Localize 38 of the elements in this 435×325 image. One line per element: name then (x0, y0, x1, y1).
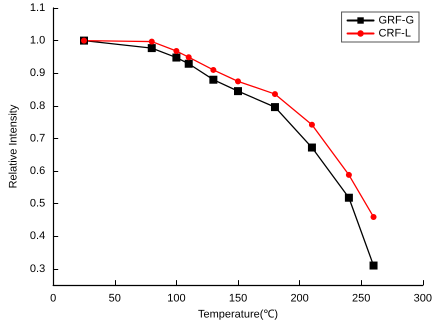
x-tick-label: 150 (228, 292, 248, 305)
y-tick-label: 1.1 (30, 2, 46, 14)
x-axis-title: Temperature(℃) (198, 308, 278, 320)
point (346, 172, 352, 178)
point (235, 78, 242, 84)
y-tick-label: 0.9 (30, 67, 46, 80)
y-tick-label: 0.8 (30, 100, 46, 112)
y-axis-title: Relative Intensity (8, 104, 20, 188)
x-tick-label: 200 (290, 292, 309, 305)
point (184, 60, 193, 68)
point (186, 54, 192, 60)
x-tick-label: 0 (50, 292, 56, 305)
point (308, 144, 316, 152)
legend-label: GRF-G (378, 14, 414, 26)
y-tick-label: 0.3 (30, 262, 46, 275)
point (370, 262, 378, 270)
y-tick-label: 0.6 (30, 165, 46, 177)
x-tick-label: 50 (108, 292, 121, 305)
point (210, 66, 216, 73)
x-tick-label: 100 (167, 292, 186, 305)
y-tick-label: 0.4 (30, 230, 46, 242)
point (234, 87, 242, 96)
point (173, 48, 180, 54)
x-tick-label: 250 (352, 292, 370, 305)
y-tick-label: 1.0 (30, 34, 46, 47)
point (308, 122, 315, 128)
legend-label: CRF-L (378, 28, 411, 40)
point (270, 103, 279, 112)
point (370, 214, 377, 220)
y-tick-label: 0.7 (30, 132, 46, 144)
point (344, 194, 353, 202)
point (148, 44, 156, 52)
x-tick-label: 300 (414, 292, 432, 305)
point (209, 76, 218, 84)
point (272, 91, 278, 98)
point (148, 38, 155, 45)
y-tick-label: 0.5 (30, 198, 46, 210)
point (172, 54, 180, 62)
